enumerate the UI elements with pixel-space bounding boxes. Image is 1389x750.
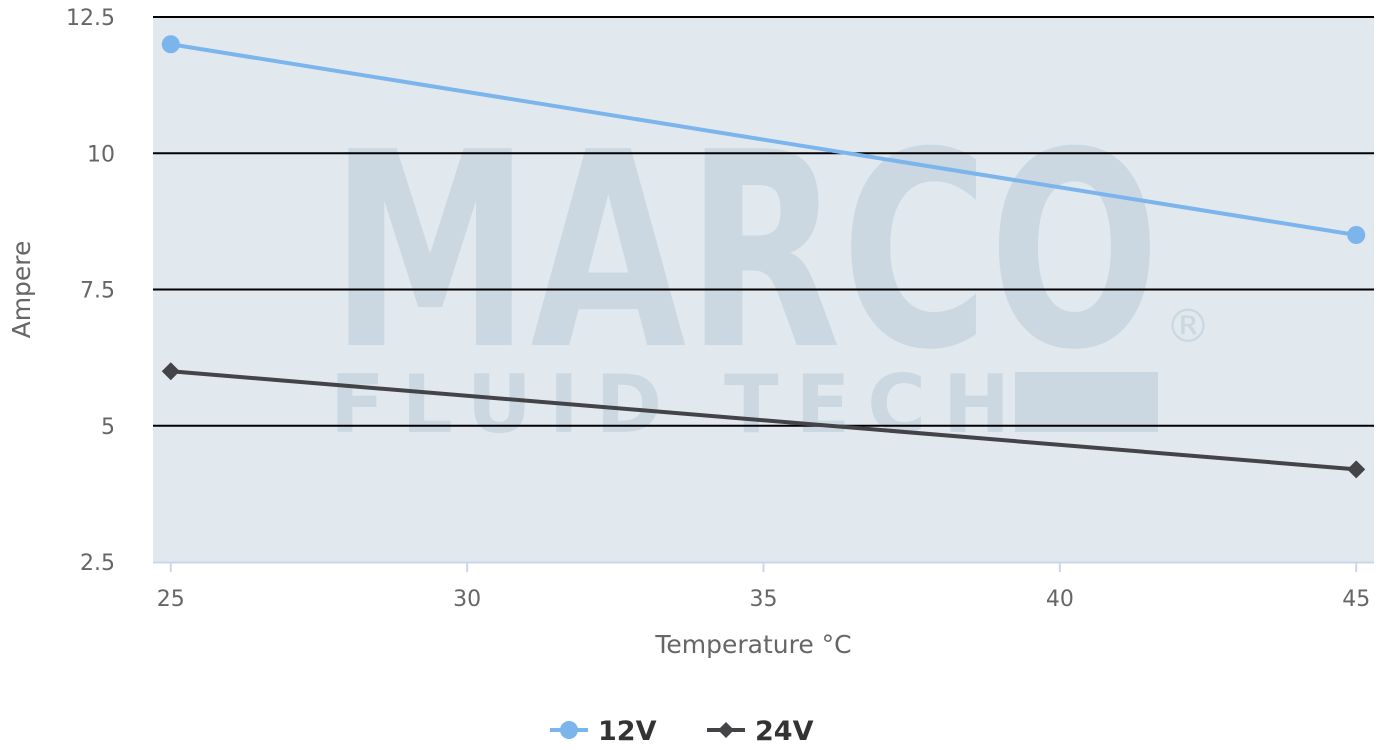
y-tick-label: 12.5 [66, 6, 115, 31]
x-tick-label: 30 [453, 587, 481, 612]
series-layer [161, 35, 1366, 479]
legend-item-0[interactable]: 12V [550, 716, 657, 747]
data-point-1-1[interactable] [1347, 460, 1366, 479]
series-1 [161, 362, 1366, 479]
data-point-0-1[interactable] [1347, 226, 1366, 244]
watermark-block [1015, 372, 1158, 432]
x-axis-title: Temperature °C [654, 630, 851, 659]
x-tick-label: 25 [157, 587, 185, 612]
legend-symbol-0 [560, 721, 578, 739]
legend: 12V 24V [550, 716, 814, 747]
watermark-brand: MARCO [330, 94, 1160, 409]
x-tick-label: 40 [1046, 587, 1074, 612]
y-tick-label: 10 [87, 142, 115, 167]
legend-label-1: 24V [755, 716, 814, 746]
y-tick-label: 7.5 [80, 279, 115, 304]
watermark-logo: MARCO FLUID TECH ® [330, 94, 1211, 451]
x-tick-label: 35 [750, 587, 778, 612]
watermark-registered-symbol: ® [1165, 299, 1211, 353]
x-tick-label: 45 [1342, 587, 1370, 612]
x-tick-labels: 25 30 35 40 45 [157, 587, 1370, 612]
series-line-1 [168, 369, 1359, 472]
legend-item-1[interactable]: 24V [707, 716, 814, 747]
series-0 [161, 35, 1366, 244]
y-tick-label: 2.5 [80, 551, 115, 576]
y-axis-title: Ampere [7, 241, 36, 339]
data-point-1-0[interactable] [161, 362, 180, 381]
series-line-0 [168, 42, 1359, 237]
legend-label-0: 12V [598, 716, 657, 746]
y-tick-label: 5 [101, 415, 115, 440]
y-tick-labels: 2.5 5 7.5 10 12.5 [66, 6, 115, 576]
legend-symbol-1 [718, 722, 734, 738]
x-axis [153, 561, 1374, 572]
data-point-0-0[interactable] [161, 35, 180, 54]
grid-lines [153, 16, 1374, 427]
